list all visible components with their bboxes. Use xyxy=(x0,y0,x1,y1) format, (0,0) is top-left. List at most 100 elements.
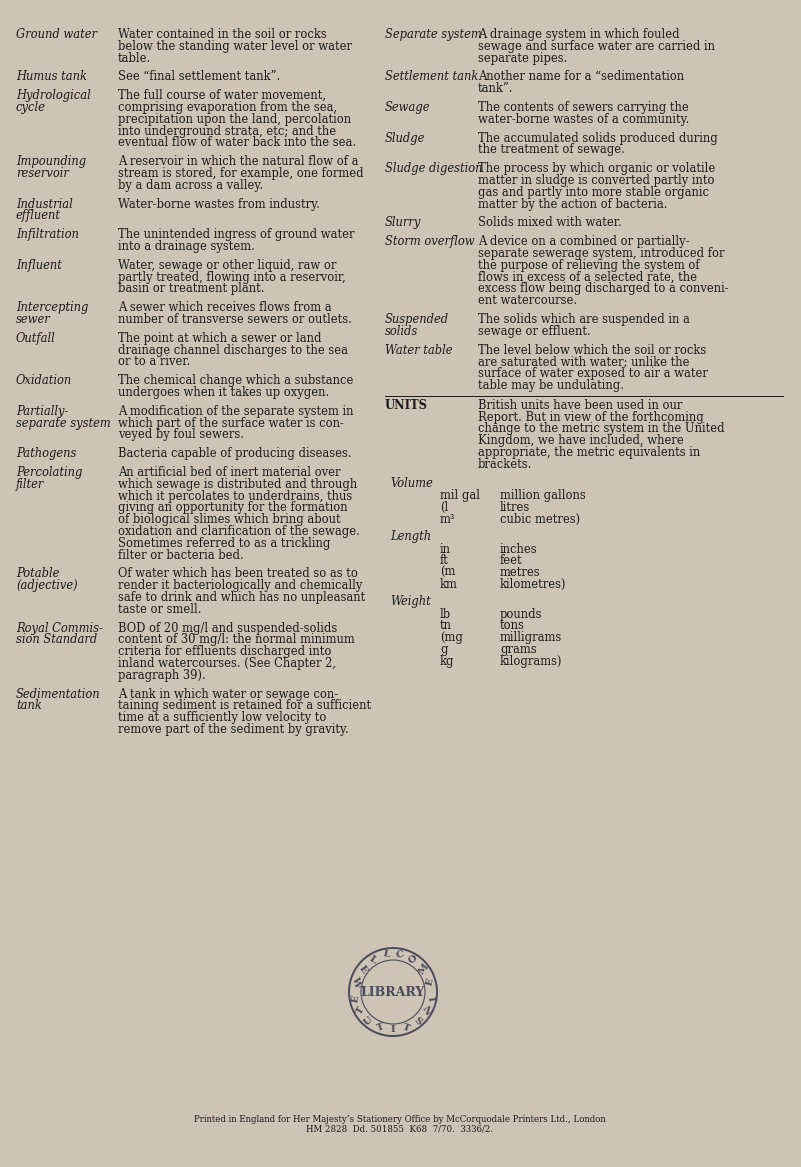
Text: ent watercourse.: ent watercourse. xyxy=(478,294,578,307)
Text: kg: kg xyxy=(440,655,454,668)
Text: change to the metric system in the United: change to the metric system in the Unite… xyxy=(478,422,725,435)
Text: Bacteria capable of producing diseases.: Bacteria capable of producing diseases. xyxy=(118,447,352,460)
Text: Hydrological: Hydrological xyxy=(16,89,91,103)
Text: Sludge digestion: Sludge digestion xyxy=(385,162,482,175)
Text: The full course of water movement,: The full course of water movement, xyxy=(118,89,326,103)
Text: paragraph 39).: paragraph 39). xyxy=(118,669,206,682)
Text: table.: table. xyxy=(118,51,151,64)
Text: Sewage: Sewage xyxy=(385,102,430,114)
Text: tn: tn xyxy=(440,620,452,633)
Text: The point at which a sewer or land: The point at which a sewer or land xyxy=(118,331,321,344)
Text: M: M xyxy=(417,963,430,977)
Text: British units have been used in our: British units have been used in our xyxy=(478,399,682,412)
Text: S: S xyxy=(412,1015,423,1027)
Text: Water, sewage or other liquid, raw or: Water, sewage or other liquid, raw or xyxy=(118,259,336,272)
Text: The contents of sewers carrying the: The contents of sewers carrying the xyxy=(478,102,689,114)
Text: C: C xyxy=(396,950,405,959)
Text: The level below which the soil or rocks: The level below which the soil or rocks xyxy=(478,343,706,357)
Text: mil gal: mil gal xyxy=(440,489,480,503)
Text: E: E xyxy=(425,978,435,987)
Text: Pathogens: Pathogens xyxy=(16,447,76,460)
Text: water-borne wastes of a community.: water-borne wastes of a community. xyxy=(478,113,690,126)
Text: Printed in England for Her Majesty’s Stationery Office by McCorquodale Printers : Printed in England for Her Majesty’s Sta… xyxy=(194,1114,606,1124)
Text: Potable: Potable xyxy=(16,567,59,580)
Text: Industrial: Industrial xyxy=(16,197,73,210)
Text: veyed by foul sewers.: veyed by foul sewers. xyxy=(118,428,244,441)
Text: Sludge: Sludge xyxy=(385,132,425,145)
Text: A sewer which receives flows from a: A sewer which receives flows from a xyxy=(118,301,332,314)
Text: lb: lb xyxy=(440,608,451,621)
Text: L: L xyxy=(382,950,390,959)
Text: which part of the surface water is con-: which part of the surface water is con- xyxy=(118,417,344,429)
Text: the treatment of sewage.: the treatment of sewage. xyxy=(478,144,625,156)
Text: Intercepting: Intercepting xyxy=(16,301,88,314)
Text: Storm overflow: Storm overflow xyxy=(385,236,475,249)
Text: drainage channel discharges to the sea: drainage channel discharges to the sea xyxy=(118,343,348,357)
Text: The solids which are suspended in a: The solids which are suspended in a xyxy=(478,313,690,326)
Text: (mg: (mg xyxy=(440,631,463,644)
Text: Oxidation: Oxidation xyxy=(16,375,72,387)
Text: remove part of the sediment by gravity.: remove part of the sediment by gravity. xyxy=(118,724,348,736)
Text: million gallons: million gallons xyxy=(500,489,586,503)
Text: of biological slimes which bring about: of biological slimes which bring about xyxy=(118,513,340,526)
Text: The process by which organic or volatile: The process by which organic or volatile xyxy=(478,162,715,175)
Text: Partially-: Partially- xyxy=(16,405,68,418)
Text: LIBRARY: LIBRARY xyxy=(360,985,425,999)
Text: cycle: cycle xyxy=(16,102,46,114)
Text: Water-borne wastes from industry.: Water-borne wastes from industry. xyxy=(118,197,320,210)
Text: Humus tank: Humus tank xyxy=(16,70,87,83)
Text: The chemical change which a substance: The chemical change which a substance xyxy=(118,375,353,387)
Text: flows in excess of a selected rate, the: flows in excess of a selected rate, the xyxy=(478,271,697,284)
Text: tank”.: tank”. xyxy=(478,82,513,96)
Text: appropriate, the metric equivalents in: appropriate, the metric equivalents in xyxy=(478,446,700,459)
Text: sion Standard: sion Standard xyxy=(16,634,97,647)
Text: surface of water exposed to air a water: surface of water exposed to air a water xyxy=(478,368,708,380)
Text: eventual flow of water back into the sea.: eventual flow of water back into the sea… xyxy=(118,137,356,149)
Text: Separate system: Separate system xyxy=(385,28,481,41)
Text: tank: tank xyxy=(16,699,42,712)
Text: Suspended: Suspended xyxy=(385,313,449,326)
Text: filter: filter xyxy=(16,477,44,491)
Text: The unintended ingress of ground water: The unintended ingress of ground water xyxy=(118,229,355,242)
Text: taining sediment is retained for a sufficient: taining sediment is retained for a suffi… xyxy=(118,699,371,712)
Text: Length: Length xyxy=(390,530,431,543)
Text: matter in sludge is converted partly into: matter in sludge is converted partly int… xyxy=(478,174,714,187)
Text: litres: litres xyxy=(500,501,530,515)
Text: content of 30 mg/l: the normal minimum: content of 30 mg/l: the normal minimum xyxy=(118,634,355,647)
Text: O: O xyxy=(407,953,419,966)
Text: I: I xyxy=(425,995,435,1001)
Text: Solids mixed with water.: Solids mixed with water. xyxy=(478,216,622,230)
Text: A modification of the separate system in: A modification of the separate system in xyxy=(118,405,353,418)
Text: effluent: effluent xyxy=(16,209,61,223)
Text: Outfall: Outfall xyxy=(16,331,56,344)
Text: A tank in which water or sewage con-: A tank in which water or sewage con- xyxy=(118,687,338,700)
Text: oxidation and clarification of the sewage.: oxidation and clarification of the sewag… xyxy=(118,525,360,538)
Text: Infiltration: Infiltration xyxy=(16,229,78,242)
Text: milligrams: milligrams xyxy=(500,631,562,644)
Text: feet: feet xyxy=(500,554,522,567)
Text: An artificial bed of inert material over: An artificial bed of inert material over xyxy=(118,466,340,478)
Text: or to a river.: or to a river. xyxy=(118,356,191,369)
Text: g: g xyxy=(440,643,448,656)
Text: A reservoir in which the natural flow of a: A reservoir in which the natural flow of… xyxy=(118,155,359,168)
Text: A drainage system in which fouled: A drainage system in which fouled xyxy=(478,28,679,41)
Text: (adjective): (adjective) xyxy=(16,579,78,592)
Text: are saturated with water; unlike the: are saturated with water; unlike the xyxy=(478,356,690,369)
Text: See “final settlement tank”.: See “final settlement tank”. xyxy=(118,70,280,83)
Text: table may be undulating.: table may be undulating. xyxy=(478,379,624,392)
Text: sewage or effluent.: sewage or effluent. xyxy=(478,324,591,337)
Text: Settlement tank: Settlement tank xyxy=(385,70,478,83)
Text: in: in xyxy=(440,543,451,555)
Text: Ground water: Ground water xyxy=(16,28,97,41)
Text: Report. But in view of the forthcoming: Report. But in view of the forthcoming xyxy=(478,411,704,424)
Text: undergoes when it takes up oxygen.: undergoes when it takes up oxygen. xyxy=(118,386,329,399)
Text: Impounding: Impounding xyxy=(16,155,87,168)
Text: inches: inches xyxy=(500,543,537,555)
Text: W: W xyxy=(351,976,362,988)
Text: BOD of 20 mg/l and suspended-solids: BOD of 20 mg/l and suspended-solids xyxy=(118,622,337,635)
Text: stream is stored, for example, one formed: stream is stored, for example, one forme… xyxy=(118,167,364,180)
Text: Influent: Influent xyxy=(16,259,62,272)
Text: UNITS: UNITS xyxy=(385,399,428,412)
Text: basin or treatment plant.: basin or treatment plant. xyxy=(118,282,264,295)
Text: inland watercourses. (See Chapter 2,: inland watercourses. (See Chapter 2, xyxy=(118,657,336,670)
